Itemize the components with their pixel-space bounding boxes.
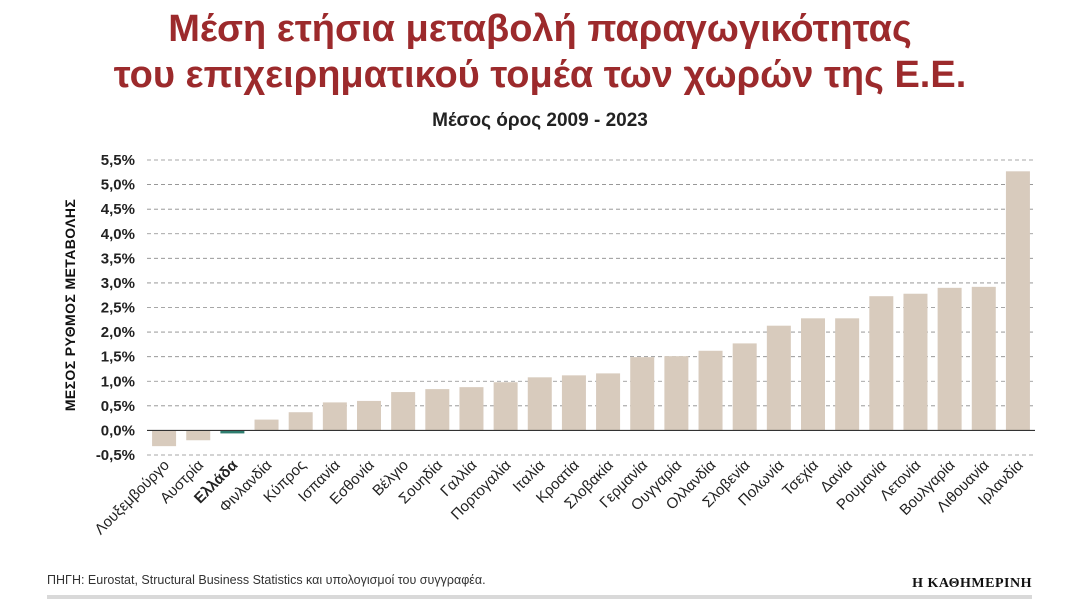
bar [835,318,860,431]
y-tick-label: 2,5% [101,300,135,317]
bar [937,287,962,431]
bar [527,377,552,431]
publisher-logo: Η ΚΑΘΗΜΕΡΙΝΗ [912,576,1032,591]
bar [288,412,313,431]
bar [459,387,484,431]
bar [869,296,894,431]
y-tick-label: 0,5% [101,398,135,415]
bar [186,430,211,441]
bar [391,392,416,431]
bar [630,357,655,431]
bar [425,389,450,431]
bar [152,430,177,447]
bar [322,402,347,431]
chart-subtitle: Μέσος όρος 2009 - 2023 [432,110,648,131]
bar [254,419,279,431]
bar [493,382,518,431]
bar [801,318,825,431]
y-tick-label: 5,0% [101,177,135,194]
chart-title: Μέση ετήσια μεταβολή παραγωγικότητας του… [0,6,1080,98]
chart-title-line-1: Μέση ετήσια μεταβολή παραγωγικότητας [168,8,912,50]
y-tick-label: 0,0% [101,422,135,439]
bar [766,325,791,431]
y-tick-label: 2,0% [101,324,135,341]
y-tick-label: 1,0% [101,373,135,390]
footer-divider [47,595,1032,599]
y-tick-label: -0,5% [96,447,135,464]
category-label: Τσεχία [779,457,822,500]
bar [1005,171,1030,431]
source-note: ΠΗΓΗ: Eurostat, Structural Business Stat… [47,573,486,587]
y-tick-label: 3,0% [101,275,135,292]
bar [903,293,928,431]
y-tick-label: 4,0% [101,226,135,243]
bar [732,343,757,431]
bar [357,400,381,431]
bar [220,430,245,434]
bar [698,350,723,431]
bar [561,375,586,431]
y-tick-label: 1,5% [101,349,135,366]
bar [971,286,996,431]
bar [664,356,689,431]
bar [596,373,621,431]
y-tick-label: 3,5% [101,250,135,267]
chart-title-line-2: του επιχειρηματικού τομέα των χωρών της … [113,54,967,96]
y-tick-label: 4,5% [101,201,135,218]
y-tick-label: 5,5% [101,152,135,169]
